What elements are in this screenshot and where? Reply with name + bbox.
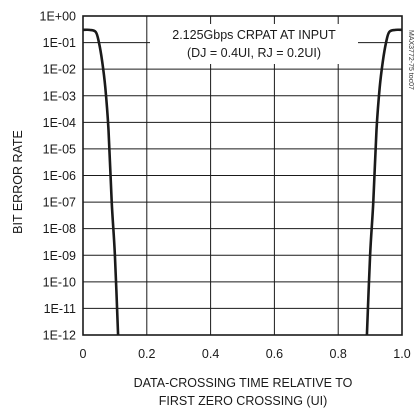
annotation-background [150, 24, 358, 64]
annotation-line-1: 2.125Gbps CRPAT AT INPUT [172, 28, 336, 42]
plot-frame [82, 15, 403, 336]
annotation-line-2: (DJ = 0.4UI, RJ = 0.2UI) [187, 46, 321, 60]
y-tick-label: 1E-12 [43, 329, 76, 343]
y-tick-label: 1E+00 [40, 10, 77, 24]
x-tick-label: 1.0 [393, 347, 410, 361]
figure-id-text: MAX3772-75 toc07 [407, 30, 414, 90]
x-tick-label: 0.6 [266, 347, 283, 361]
annotation-box: 2.125Gbps CRPAT AT INPUT (DJ = 0.4UI, RJ… [150, 24, 358, 64]
y-tick-label: 1E-01 [43, 36, 76, 50]
y-tick-label: 1E-04 [43, 116, 76, 130]
y-tick-label: 1E-06 [43, 169, 76, 183]
x-axis-label-line-1: DATA-CROSSING TIME RELATIVE TO [134, 376, 353, 390]
y-tick-label: 1E-02 [43, 63, 76, 77]
y-tick-label: 1E-10 [43, 275, 76, 289]
ber-curve-right [365, 28, 403, 336]
y-tick-label: 1E-08 [43, 222, 76, 236]
y-tick-labels: 1E+00 1E-01 1E-02 1E-03 1E-04 1E-05 1E-06 1E-07… [40, 10, 77, 343]
curves [82, 28, 403, 336]
y-tick-label: 1E-07 [43, 196, 76, 210]
x-tick-label: 0 [80, 347, 87, 361]
x-tick-label: 0.2 [138, 347, 155, 361]
x-tick-labels: 0 0.2 0.4 0.6 0.8 1.0 [80, 347, 411, 361]
y-tick-label: 1E-03 [43, 89, 76, 103]
grid [83, 16, 402, 335]
x-axis-label-line-2: FIRST ZERO CROSSING (UI) [159, 394, 328, 408]
y-axis-label: BIT ERROR RATE [11, 130, 25, 234]
x-tick-label: 0.4 [202, 347, 219, 361]
x-tick-label: 0.8 [330, 347, 347, 361]
ber-curve-left [82, 28, 120, 336]
y-tick-label: 1E-09 [43, 249, 76, 263]
y-tick-label: 1E-05 [43, 142, 76, 156]
y-tick-label: 1E-11 [44, 302, 76, 316]
